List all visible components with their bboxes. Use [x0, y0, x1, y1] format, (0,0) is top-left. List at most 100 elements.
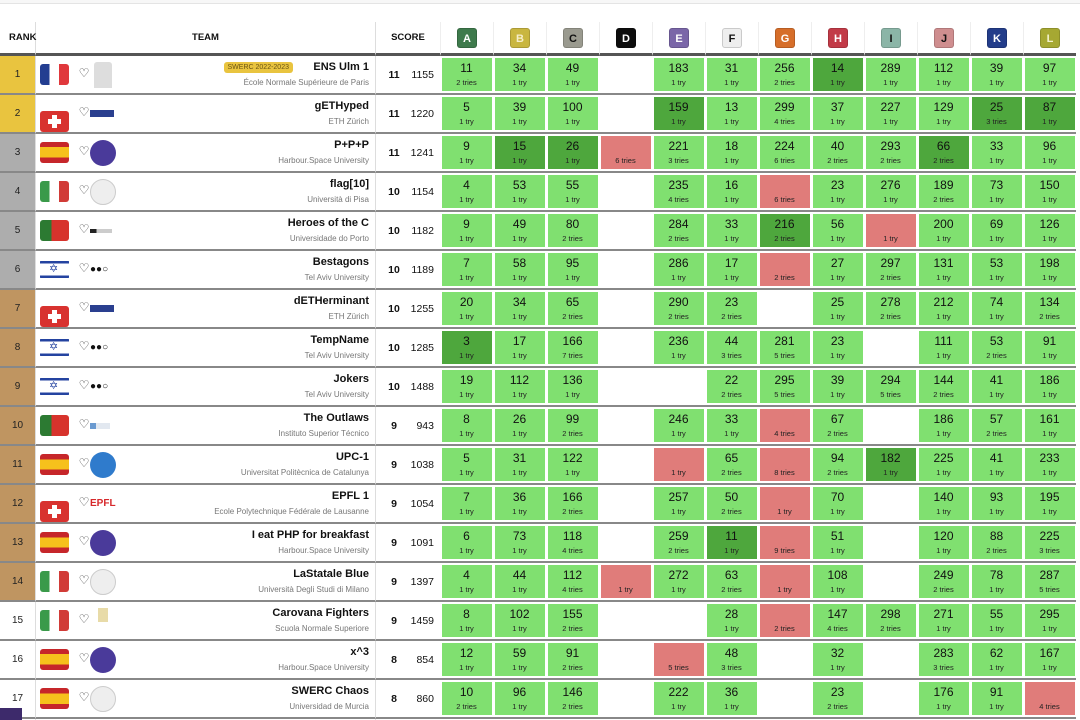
problem-cell-j[interactable]: 66 2 tries [917, 134, 970, 173]
problem-cell-f[interactable]: 33 1 try [705, 212, 758, 251]
problem-cell-e[interactable]: 272 1 try [652, 563, 705, 602]
problem-cell-d[interactable]: 1 try [599, 563, 652, 602]
team-cell[interactable]: ♡ The Outlaws Instituto Superior Técnico [35, 407, 376, 446]
problem-cell-c[interactable]: 26 1 try [546, 134, 599, 173]
problem-cell-e[interactable]: 257 1 try [652, 485, 705, 524]
favorite-heart-icon[interactable]: ♡ [78, 690, 90, 704]
problem-cell-h[interactable]: 37 1 try [811, 95, 864, 134]
problem-cell-g[interactable]: 1 try [758, 485, 811, 524]
problem-cell-h[interactable]: 23 2 tries [811, 680, 864, 719]
problem-cell-a[interactable]: 5 1 try [440, 446, 493, 485]
problem-cell-j[interactable]: 225 1 try [917, 446, 970, 485]
problem-cell-k[interactable]: 55 1 try [970, 602, 1023, 641]
problem-cell-k[interactable]: 53 2 tries [970, 329, 1023, 368]
favorite-heart-icon[interactable]: ♡ [78, 612, 90, 626]
problem-cell-j[interactable]: 200 1 try [917, 212, 970, 251]
problem-badge[interactable]: L [1040, 27, 1060, 48]
problem-cell-b[interactable]: 58 1 try [493, 251, 546, 290]
team-row[interactable]: 11 ♡ UPC-1 Universitat Politècnica de Catal… [0, 446, 1076, 485]
problem-header-d[interactable]: D [599, 22, 652, 56]
favorite-heart-icon[interactable]: ♡ [78, 144, 90, 158]
problem-cell-j[interactable]: 189 2 tries [917, 173, 970, 212]
team-cell[interactable]: ♡ x^3 Harbour.Space University [35, 641, 376, 680]
problem-cell-g[interactable]: 8 tries [758, 446, 811, 485]
problem-cell-f[interactable]: 11 1 try [705, 524, 758, 563]
problem-cell-b[interactable]: 17 1 try [493, 329, 546, 368]
problem-cell-e[interactable]: 259 2 tries [652, 524, 705, 563]
problem-cell-g[interactable]: 295 5 tries [758, 368, 811, 407]
favorite-heart-icon[interactable]: ♡ [78, 651, 90, 665]
team-row[interactable]: 1 ♡ SWERC 2022-2023 ENS Ulm 1 École Normale … [0, 56, 1076, 95]
problem-cell-b[interactable]: 102 1 try [493, 602, 546, 641]
problem-badge[interactable]: B [510, 27, 530, 48]
problem-cell-k[interactable]: 78 1 try [970, 563, 1023, 602]
problem-header-k[interactable]: K [970, 22, 1023, 56]
problem-cell-k[interactable]: 57 2 tries [970, 407, 1023, 446]
problem-cell-l[interactable]: 91 1 try [1023, 329, 1076, 368]
problem-cell-b[interactable]: 73 1 try [493, 524, 546, 563]
problem-cell-f[interactable]: 28 1 try [705, 602, 758, 641]
team-name[interactable]: dETHerminant [293, 295, 369, 307]
problem-cell-e[interactable]: 183 1 try [652, 56, 705, 95]
problem-cell-e[interactable]: 284 2 tries [652, 212, 705, 251]
problem-cell-l[interactable]: 295 1 try [1023, 602, 1076, 641]
problem-cell-k[interactable]: 88 2 tries [970, 524, 1023, 563]
favorite-heart-icon[interactable]: ♡ [78, 573, 90, 587]
problem-cell-f[interactable]: 31 1 try [705, 56, 758, 95]
problem-cell-j[interactable]: 271 1 try [917, 602, 970, 641]
team-name[interactable]: UPC-1 [335, 451, 369, 463]
team-cell[interactable]: ♡ I eat PHP for breakfast Harbour.Space Un… [35, 524, 376, 563]
team-row[interactable]: 2 ♡ gETHyped ETH Zürich 11 1220 5 1 try 39 1 try 1… [0, 95, 1076, 134]
problem-cell-b[interactable]: 26 1 try [493, 407, 546, 446]
problem-badge[interactable]: J [934, 27, 954, 48]
problem-cell-f[interactable]: 22 2 tries [705, 368, 758, 407]
problem-cell-k[interactable]: 91 1 try [970, 680, 1023, 719]
team-name[interactable]: I eat PHP for breakfast [251, 529, 369, 541]
problem-cell-l[interactable]: 186 1 try [1023, 368, 1076, 407]
problem-cell-a[interactable]: 19 1 try [440, 368, 493, 407]
team-row[interactable]: 15 ♡ Carovana Fighters Scuola Normale Super… [0, 602, 1076, 641]
problem-cell-f[interactable]: 13 1 try [705, 95, 758, 134]
team-name[interactable]: ENS Ulm 1 [313, 61, 369, 73]
problem-cell-b[interactable]: 59 1 try [493, 641, 546, 680]
corner-widget[interactable] [0, 708, 22, 720]
problem-cell-c[interactable]: 136 1 try [546, 368, 599, 407]
favorite-heart-icon[interactable]: ♡ [78, 456, 90, 470]
team-row[interactable]: 5 ♡ Heroes of the C Universidade do Porto 10… [0, 212, 1076, 251]
problem-cell-j[interactable]: 176 1 try [917, 680, 970, 719]
problem-cell-i[interactable]: 294 5 tries [864, 368, 917, 407]
problem-cell-b[interactable]: 34 1 try [493, 290, 546, 329]
problem-cell-c[interactable]: 99 2 tries [546, 407, 599, 446]
problem-cell-a[interactable]: 4 1 try [440, 173, 493, 212]
problem-cell-f[interactable]: 17 1 try [705, 251, 758, 290]
team-row[interactable]: 6 ♡●●○ Bestagons Tel Aviv University 10 1189 7… [0, 251, 1076, 290]
problem-cell-j[interactable]: 140 1 try [917, 485, 970, 524]
problem-cell-k[interactable]: 41 1 try [970, 368, 1023, 407]
problem-cell-h[interactable]: 56 1 try [811, 212, 864, 251]
problem-cell-b[interactable]: 44 1 try [493, 563, 546, 602]
favorite-heart-icon[interactable]: ♡ [78, 222, 90, 236]
problem-cell-b[interactable]: 96 1 try [493, 680, 546, 719]
problem-cell-k[interactable]: 39 1 try [970, 56, 1023, 95]
problem-cell-h[interactable]: 40 2 tries [811, 134, 864, 173]
problem-badge[interactable]: K [987, 27, 1007, 48]
problem-cell-e[interactable]: 246 1 try [652, 407, 705, 446]
problem-cell-l[interactable]: 167 1 try [1023, 641, 1076, 680]
problem-header-e[interactable]: E [652, 22, 705, 56]
team-name[interactable]: Carovana Fighters [272, 607, 369, 619]
favorite-heart-icon[interactable]: ♡ [78, 417, 90, 431]
problem-cell-a[interactable]: 12 1 try [440, 641, 493, 680]
problem-cell-l[interactable]: 97 1 try [1023, 56, 1076, 95]
problem-cell-b[interactable]: 34 1 try [493, 56, 546, 95]
problem-cell-f[interactable]: 50 2 tries [705, 485, 758, 524]
problem-cell-l[interactable]: 87 1 try [1023, 95, 1076, 134]
problem-cell-a[interactable]: 4 1 try [440, 563, 493, 602]
problem-cell-c[interactable]: 122 1 try [546, 446, 599, 485]
problem-cell-i[interactable]: 293 2 tries [864, 134, 917, 173]
problem-cell-d[interactable]: 6 tries [599, 134, 652, 173]
problem-cell-j[interactable]: 129 1 try [917, 95, 970, 134]
problem-cell-l[interactable]: 287 5 tries [1023, 563, 1076, 602]
problem-cell-g[interactable]: 4 tries [758, 407, 811, 446]
team-cell[interactable]: ♡●●○ Jokers Tel Aviv University [35, 368, 376, 407]
team-name[interactable]: SWERC Chaos [291, 685, 369, 697]
